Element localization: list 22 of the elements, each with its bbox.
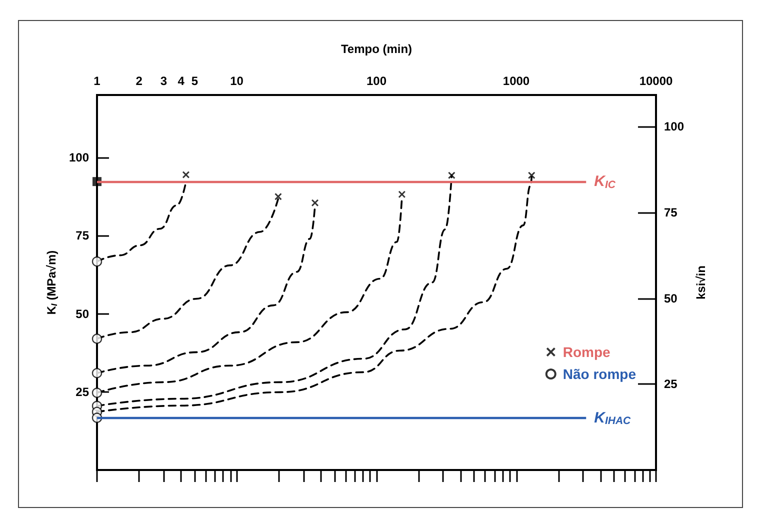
x-tick-label: 10 (230, 74, 244, 88)
y-tick-label: 25 (76, 384, 90, 399)
x-tick-label: 10000 (639, 74, 674, 88)
y2-tick-label: 25 (664, 377, 678, 392)
x-tick-label: 100 (366, 74, 387, 88)
y2-axis-title: ksi√in (694, 266, 708, 300)
y-axis-title: KI (MPa√m) (44, 250, 60, 315)
x-tick-label: 2 (136, 74, 143, 88)
x-tick-label: 1 (94, 74, 101, 88)
y2-tick-label: 100 (664, 120, 684, 134)
x-tick-label: 3 (160, 74, 168, 88)
x-tick-label: 1000 (502, 74, 530, 88)
y2-tick-label: 75 (664, 205, 678, 220)
y2-tick-label: 50 (664, 291, 678, 306)
x-tick-label: 4 (178, 74, 185, 88)
y-tick-label: 50 (76, 306, 90, 321)
x-tick-label: 5 (191, 74, 198, 88)
x-axis-title: Tempo (min) (340, 42, 412, 56)
legend-label: Rompe (562, 344, 611, 360)
legend-label: Não rompe (562, 366, 636, 382)
y-tick-label: 75 (76, 228, 90, 243)
y-tick-label: 100 (68, 150, 90, 164)
